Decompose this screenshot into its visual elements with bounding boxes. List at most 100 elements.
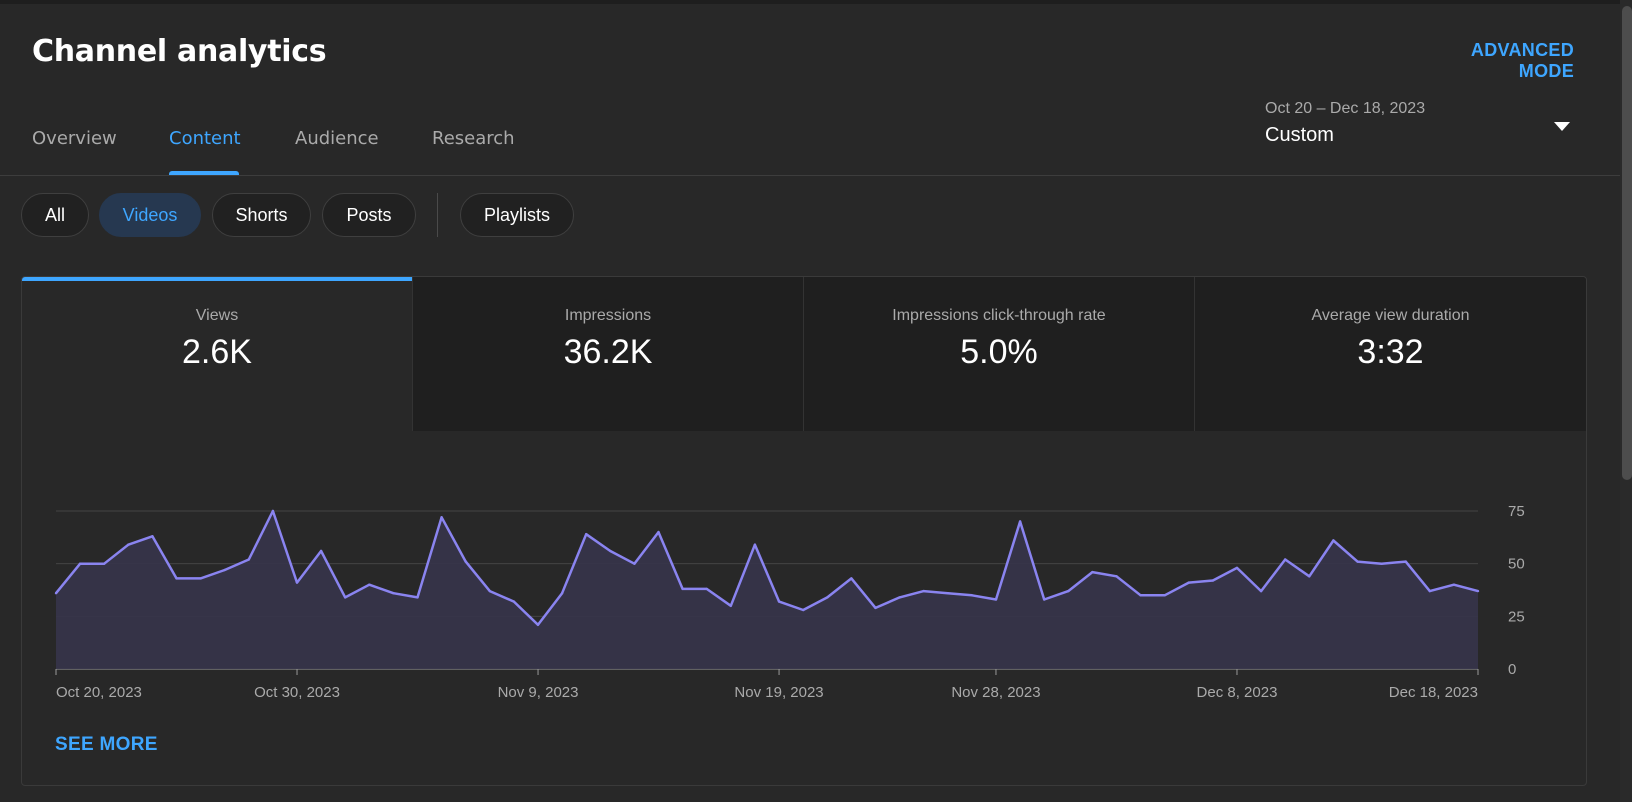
views-line-chart: 0 25 50 75 Oct 20, 2023 Oct 30, 2023 Nov 9, 20… bbox=[54, 503, 1525, 701]
data-point bbox=[560, 592, 564, 595]
data-point bbox=[247, 558, 250, 561]
data-point bbox=[344, 596, 347, 599]
header-divider bbox=[0, 175, 1620, 176]
data-point bbox=[1404, 560, 1407, 563]
advanced-mode-link[interactable]: ADVANCED MODE bbox=[1470, 40, 1574, 81]
data-point bbox=[199, 577, 202, 580]
see-more-link[interactable]: SEE MORE bbox=[55, 734, 158, 755]
tab-overview[interactable]: Overview bbox=[32, 128, 117, 149]
filter-chip-all[interactable]: All bbox=[21, 193, 89, 237]
y-tick-label: 25 bbox=[1508, 608, 1525, 625]
views-series-line bbox=[55, 509, 1479, 627]
data-point bbox=[826, 596, 829, 599]
y-tick-label: 75 bbox=[1508, 503, 1525, 520]
active-tab-indicator bbox=[169, 171, 239, 175]
metric-tab-impressions-ctr[interactable]: Impressions click-through rate 5.0% bbox=[804, 277, 1195, 431]
filter-separator bbox=[437, 193, 438, 237]
data-point bbox=[946, 592, 949, 595]
data-point bbox=[271, 509, 275, 513]
metric-label: Impressions click-through rate bbox=[892, 307, 1106, 324]
y-tick-label: 0 bbox=[1508, 661, 1516, 678]
data-point bbox=[898, 596, 901, 599]
data-point bbox=[223, 568, 226, 572]
data-point bbox=[319, 549, 323, 553]
data-point bbox=[1115, 575, 1118, 578]
metric-tab-impressions[interactable]: Impressions 36.2K bbox=[413, 277, 804, 431]
data-point bbox=[175, 577, 178, 580]
data-point bbox=[512, 600, 516, 603]
filter-chip-videos[interactable]: Videos bbox=[99, 193, 201, 237]
data-point bbox=[657, 530, 660, 534]
data-point bbox=[1091, 570, 1094, 574]
data-point bbox=[1380, 562, 1383, 565]
data-point bbox=[1043, 598, 1046, 601]
metric-active-bar bbox=[22, 277, 412, 281]
data-point bbox=[874, 606, 877, 610]
data-point bbox=[392, 592, 395, 595]
data-point bbox=[1163, 594, 1166, 597]
data-point bbox=[609, 549, 612, 553]
x-tick-label: Oct 20, 2023 bbox=[56, 684, 142, 701]
data-point bbox=[1452, 583, 1456, 586]
data-point bbox=[1284, 558, 1287, 561]
data-point bbox=[1308, 575, 1311, 578]
area-fill bbox=[56, 511, 1478, 669]
data-point bbox=[488, 589, 491, 593]
data-point bbox=[1356, 560, 1359, 563]
data-point bbox=[922, 589, 925, 593]
metric-value: 2.6K bbox=[182, 333, 252, 371]
data-point bbox=[1067, 589, 1070, 593]
data-point bbox=[1428, 589, 1432, 593]
data-point bbox=[1211, 579, 1215, 582]
data-point bbox=[295, 581, 299, 584]
data-point bbox=[994, 598, 998, 601]
data-point bbox=[78, 562, 82, 565]
data-point bbox=[1332, 539, 1335, 542]
data-point bbox=[705, 587, 708, 591]
filter-chip-shorts[interactable]: Shorts bbox=[212, 193, 311, 237]
data-point bbox=[729, 604, 732, 607]
x-tick-label: Nov 28, 2023 bbox=[951, 684, 1040, 701]
data-point bbox=[633, 562, 636, 565]
metric-tab-views[interactable]: Views 2.6K bbox=[22, 277, 413, 431]
metric-label: Views bbox=[195, 307, 239, 324]
data-point bbox=[416, 596, 419, 599]
tab-research[interactable]: Research bbox=[432, 128, 515, 149]
date-range-text: Oct 20 – Dec 18, 2023 bbox=[1265, 100, 1426, 117]
filter-chip-playlists[interactable]: Playlists bbox=[460, 193, 574, 237]
data-point bbox=[1235, 566, 1239, 570]
data-point bbox=[681, 587, 684, 591]
data-point bbox=[440, 516, 443, 519]
data-point bbox=[777, 600, 781, 603]
x-tick-label: Oct 30, 2023 bbox=[254, 684, 340, 701]
data-point bbox=[103, 562, 106, 565]
data-point bbox=[802, 608, 805, 612]
data-point bbox=[1259, 589, 1263, 593]
data-point bbox=[753, 543, 757, 546]
caret-down-icon bbox=[1554, 122, 1570, 131]
x-tick-label: Nov 9, 2023 bbox=[498, 684, 579, 701]
metric-value: 36.2K bbox=[563, 333, 653, 371]
tab-audience[interactable]: Audience bbox=[295, 128, 379, 149]
metric-label: Impressions bbox=[564, 307, 652, 324]
metric-value: 3:32 bbox=[1357, 333, 1424, 371]
data-point bbox=[151, 535, 154, 538]
x-tick-label: Dec 18, 2023 bbox=[1389, 684, 1478, 701]
metric-value: 5.0% bbox=[960, 333, 1038, 371]
filter-chip-posts[interactable]: Posts bbox=[322, 193, 416, 237]
x-tick-label: Dec 8, 2023 bbox=[1197, 684, 1278, 701]
scrollbar-thumb[interactable] bbox=[1622, 6, 1632, 480]
metric-tab-average-view-duration[interactable]: Average view duration 3:32 bbox=[1195, 277, 1586, 431]
x-tick-label: Nov 19, 2023 bbox=[734, 684, 823, 701]
data-point bbox=[850, 577, 853, 580]
top-edge bbox=[0, 0, 1632, 4]
date-range-picker[interactable]: Oct 20 – Dec 18, 2023 Custom bbox=[1265, 96, 1577, 156]
page-title: Channel analytics bbox=[32, 34, 327, 69]
tab-content[interactable]: Content bbox=[169, 128, 241, 149]
data-point bbox=[54, 592, 58, 595]
data-point bbox=[368, 583, 371, 586]
data-point bbox=[1476, 589, 1480, 593]
metric-label: Average view duration bbox=[1311, 307, 1470, 324]
data-point bbox=[970, 594, 974, 597]
data-point bbox=[1139, 594, 1142, 597]
